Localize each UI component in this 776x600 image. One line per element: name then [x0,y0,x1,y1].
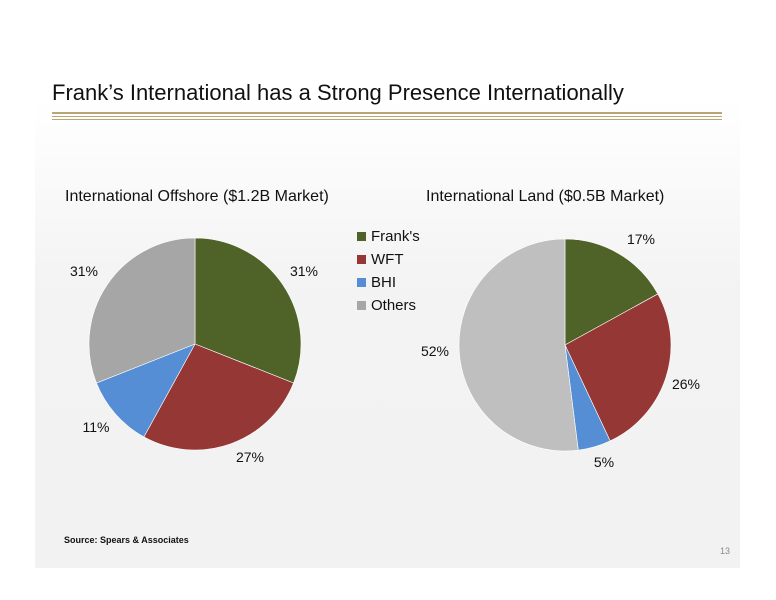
title-rule-bottom [52,119,722,120]
title-rule-middle [52,116,722,117]
slide-title: Frank’s International has a Strong Prese… [52,80,624,105]
land-label-bhi: 5% [594,454,614,470]
legend-item-others: Others [357,294,420,317]
legend-label-bhi: BHI [371,274,397,291]
title-rule-top [52,112,722,114]
legend-item-wft: WFT [357,248,420,271]
page-number: 13 [720,546,731,556]
offshore-label-others: 31% [70,263,98,279]
offshore-chart-title: International Offshore ($1.2B Market) [65,188,329,205]
legend-item-franks: Frank's [357,225,420,248]
source-note: Source: Spears & Associates [64,535,189,545]
offshore-slice-franks [194,237,302,384]
offshore-label-bhi: 11% [83,419,110,435]
legend-swatch-wft [357,255,366,264]
offshore-slice-wft [143,343,294,451]
legend-item-bhi: BHI [357,271,420,294]
offshore-slice-others [88,237,196,384]
legend-swatch-others [357,301,366,310]
offshore-label-franks: 31% [290,263,318,279]
offshore-label-wft: 27% [236,449,264,465]
land-label-others: 52% [421,343,449,359]
land-chart-title: International Land ($0.5B Market) [426,188,665,205]
legend-label-others: Others [371,297,417,314]
legend-label-wft: WFT [371,251,404,268]
land-label-franks: 17% [627,231,655,247]
land-slice-others [458,238,579,452]
land-label-wft: 26% [672,376,700,392]
legend-swatch-bhi [357,278,366,287]
legend: Frank's WFT BHI Others [357,225,420,317]
offshore-slice-bhi [96,343,196,438]
land-slice-franks [564,238,659,346]
land-slice-wft [564,293,672,442]
legend-swatch-franks [357,232,366,241]
legend-label-franks: Frank's [371,228,420,245]
